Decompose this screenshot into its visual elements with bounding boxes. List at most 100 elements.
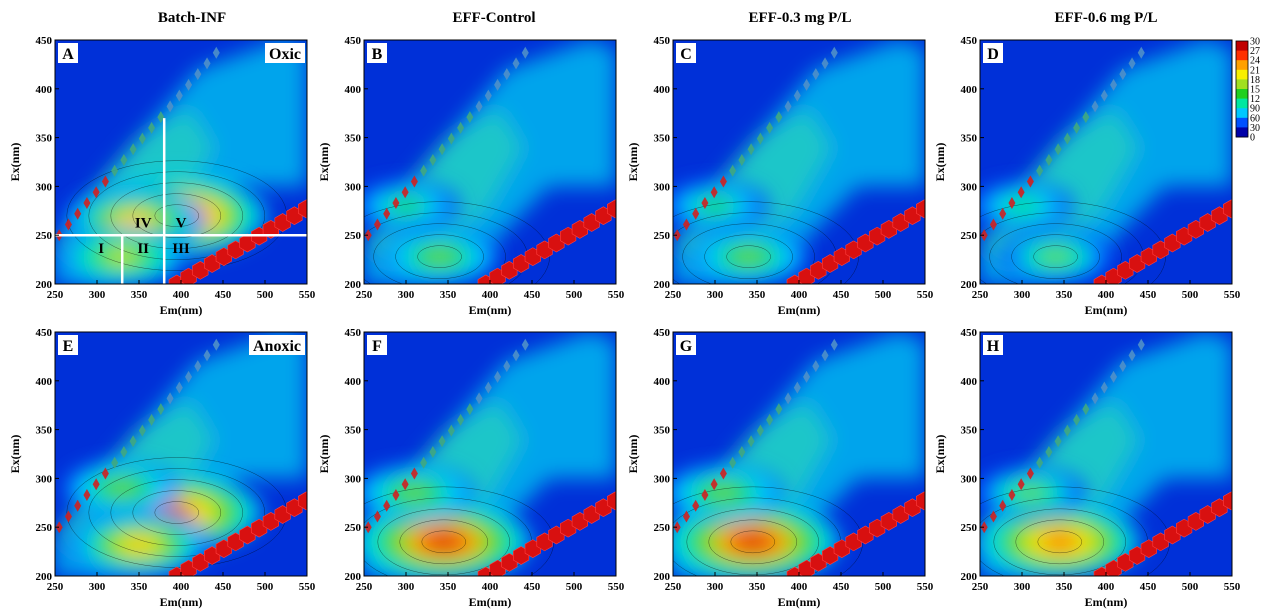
scatter-marker [692, 207, 700, 220]
x-tick-label: 550 [299, 581, 316, 593]
y-tick-label: 200 [345, 279, 362, 291]
x-tick-label: 450 [833, 289, 850, 301]
scatter-marker [447, 424, 455, 437]
scatter-marker [1036, 164, 1044, 177]
scatter-marker [175, 89, 183, 102]
panel-letter: D [987, 46, 999, 63]
rayleigh-scatter-line [980, 338, 1145, 534]
x-axis-label: Em(nm) [160, 595, 203, 609]
column-title: Batch-INF [158, 10, 226, 26]
scatter-marker [503, 360, 511, 373]
y-tick-label: 400 [961, 376, 978, 388]
rayleigh-scatter-line [673, 46, 838, 242]
y-tick-label: 250 [654, 522, 671, 534]
y-axis-label: Ex(nm) [626, 435, 640, 474]
scatter-marker [157, 403, 165, 416]
scatter-marker [766, 413, 774, 426]
x-tick-label: 500 [566, 289, 583, 301]
second-order-scatter [1093, 199, 1232, 284]
scatter-marker [989, 218, 997, 231]
x-tick-label: 400 [482, 581, 499, 593]
scatter-marker [1054, 143, 1062, 156]
y-tick-label: 200 [36, 279, 53, 291]
x-tick-label: 450 [215, 289, 232, 301]
peak-contour [714, 489, 733, 498]
x-tick-label: 300 [89, 581, 106, 593]
scatter-marker [212, 46, 220, 59]
scatter-marker [980, 229, 988, 242]
x-tick-label: 300 [1014, 581, 1031, 593]
y-tick-label: 250 [961, 230, 978, 242]
heatmap-area [55, 40, 307, 284]
scatter-marker [194, 360, 202, 373]
heatmap-area [364, 332, 616, 576]
x-tick-label: 550 [608, 289, 625, 301]
region-dividers [55, 118, 307, 284]
y-tick-label: 200 [654, 571, 671, 583]
scatter-marker [429, 446, 437, 459]
scatter-marker [129, 435, 137, 448]
scatter-marker [101, 175, 109, 188]
y-tick-label: 250 [345, 230, 362, 242]
scatter-marker [775, 403, 783, 416]
rayleigh-scatter-line [364, 338, 529, 534]
scatter-marker [784, 100, 792, 113]
scatter-marker [475, 100, 483, 113]
x-tick-label: 550 [608, 581, 625, 593]
y-axis-label: Ex(nm) [317, 143, 331, 182]
peak-contour [707, 202, 723, 210]
scatter-marker [138, 132, 146, 145]
y-tick-label: 450 [654, 35, 671, 47]
x-tick-label: 250 [356, 581, 373, 593]
scatter-marker [185, 370, 193, 383]
scatter-marker [185, 78, 193, 91]
scatter-marker [203, 57, 211, 70]
scatter-marker [999, 499, 1007, 512]
scatter-hexagon [607, 199, 616, 219]
scatter-marker [775, 111, 783, 124]
y-axis-label: Ex(nm) [933, 435, 947, 474]
scatter-marker [1128, 349, 1136, 362]
scatter-marker [373, 218, 381, 231]
condition-label-box: Oxic [265, 43, 305, 63]
scatter-marker [175, 381, 183, 394]
scatter-marker [410, 467, 418, 480]
y-tick-label: 400 [345, 376, 362, 388]
x-tick-label: 400 [173, 289, 190, 301]
panel-letter-box: F [367, 335, 387, 355]
scatter-marker [747, 435, 755, 448]
y-tick-label: 350 [36, 425, 53, 437]
y-tick-label: 450 [36, 327, 53, 339]
scatter-marker [1137, 46, 1145, 59]
x-axis-label: Em(nm) [1085, 303, 1128, 317]
scatter-marker [1110, 78, 1118, 91]
y-tick-label: 450 [961, 327, 978, 339]
y-tick-label: 350 [961, 133, 978, 145]
scatter-marker [701, 196, 709, 209]
scatter-marker [756, 424, 764, 437]
y-tick-label: 300 [961, 181, 978, 193]
x-tick-label: 450 [1140, 289, 1157, 301]
x-tick-label: 550 [299, 289, 316, 301]
colorbar-tick-label: 21 [1250, 65, 1260, 76]
panel-letter-box: C [676, 43, 696, 63]
scatter-marker [429, 154, 437, 167]
x-tick-label: 350 [131, 289, 148, 301]
x-axis-label: Em(nm) [160, 303, 203, 317]
y-tick-label: 250 [36, 522, 53, 534]
y-tick-label: 450 [654, 327, 671, 339]
scatter-marker [503, 68, 511, 81]
x-tick-label: 250 [356, 289, 373, 301]
panel-letter: C [680, 46, 692, 63]
scatter-marker [830, 338, 838, 351]
scatter-marker [101, 467, 109, 480]
x-tick-label: 500 [875, 581, 892, 593]
x-tick-label: 450 [833, 581, 850, 593]
scatter-marker [682, 218, 690, 231]
x-tick-label: 350 [440, 581, 457, 593]
scatter-marker [747, 143, 755, 156]
scatter-marker [203, 349, 211, 362]
scatter-marker [420, 456, 428, 469]
